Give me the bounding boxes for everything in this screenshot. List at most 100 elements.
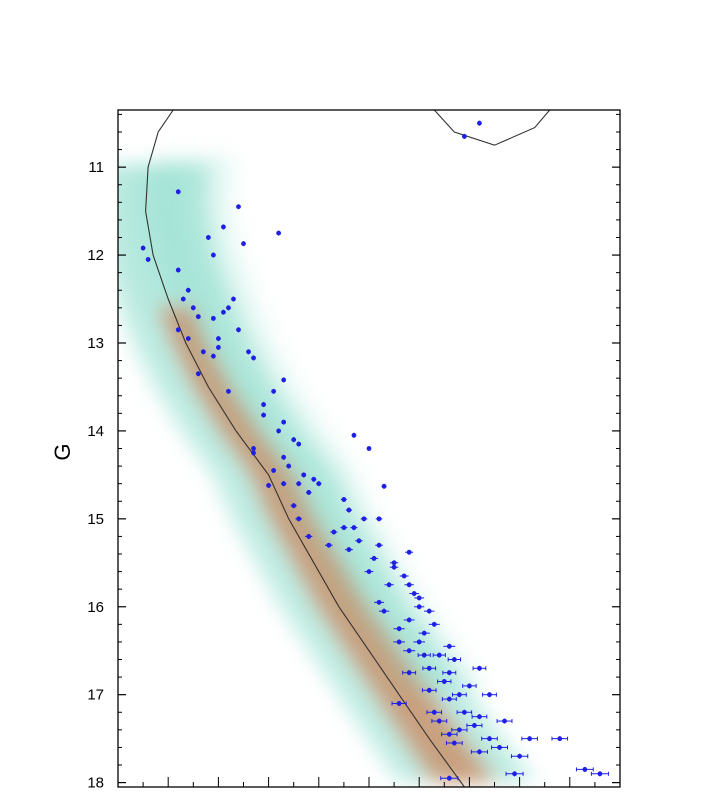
data-point [236, 327, 241, 333]
data-point [195, 314, 201, 320]
density-band [269, 464, 360, 473]
density-band [154, 246, 245, 255]
data-point [185, 336, 191, 342]
data-point [456, 709, 473, 715]
density-band [185, 330, 276, 339]
density-band [394, 675, 485, 684]
data-point [296, 481, 302, 487]
density-band [152, 239, 243, 248]
data-point [360, 516, 368, 522]
density-band [196, 352, 287, 361]
data-point [405, 549, 414, 555]
data-point [461, 133, 467, 139]
data-point [428, 621, 440, 627]
density-band [216, 387, 307, 396]
data-point [251, 355, 256, 361]
data-point [482, 692, 497, 698]
data-point [305, 533, 313, 539]
data-point [190, 305, 196, 311]
data-point [378, 608, 390, 614]
density-band [375, 647, 466, 656]
data-point [340, 496, 347, 502]
data-point [443, 643, 456, 649]
data-point [471, 714, 488, 720]
data-point [351, 432, 357, 438]
data-point [241, 241, 246, 247]
density-band [304, 534, 395, 543]
data-point [403, 648, 416, 654]
data-point [301, 472, 307, 478]
data-point [145, 256, 151, 262]
data-point [226, 305, 231, 311]
density-band [325, 570, 416, 579]
data-point [210, 353, 216, 359]
density-band [148, 155, 239, 164]
density-band [204, 366, 295, 375]
data-point [389, 564, 399, 570]
density-band [166, 281, 257, 290]
data-point [276, 230, 282, 236]
data-point [403, 617, 415, 623]
density-band [346, 605, 437, 614]
data-point [414, 595, 425, 601]
data-point [466, 722, 483, 728]
density-band [238, 422, 329, 431]
data-point [470, 749, 489, 755]
data-point [462, 683, 477, 689]
data-point [281, 454, 287, 460]
y-tick-label: 11 [88, 159, 104, 176]
data-point [355, 538, 363, 544]
data-point [345, 507, 353, 513]
data-point [431, 718, 448, 724]
y-tick-label: 17 [87, 687, 104, 704]
data-point [481, 736, 498, 742]
data-point [281, 377, 287, 383]
data-point [175, 327, 181, 333]
data-point [426, 709, 443, 715]
data-point [271, 467, 277, 473]
data-point [295, 516, 303, 522]
data-point [375, 542, 383, 548]
data-point [451, 692, 467, 698]
data-point [276, 428, 282, 434]
density-band [272, 471, 363, 480]
data-point [424, 608, 435, 614]
data-point [231, 296, 236, 302]
data-point [404, 582, 414, 588]
data-point [221, 224, 226, 230]
data-point [281, 419, 287, 425]
density-band [320, 563, 411, 572]
data-point [175, 267, 181, 273]
density-band [351, 612, 442, 621]
density-band [193, 345, 284, 354]
data-point [441, 731, 458, 737]
density-band [333, 584, 424, 593]
plot-area [118, 110, 620, 787]
data-point [216, 344, 221, 350]
data-point [442, 670, 457, 676]
density-band [341, 598, 432, 607]
data-point [421, 687, 437, 693]
density-band [316, 556, 407, 565]
data-point [366, 446, 372, 451]
density-band [300, 527, 391, 536]
data-point [195, 371, 201, 377]
density-band [370, 640, 461, 649]
data-point [236, 204, 241, 210]
data-point [399, 573, 409, 579]
data-point [369, 555, 379, 561]
density-band [312, 549, 403, 558]
density-band [180, 316, 271, 325]
data-point [441, 696, 457, 702]
density-band [151, 232, 242, 241]
density-band [207, 373, 298, 382]
data-point [344, 547, 353, 553]
density-map [118, 155, 539, 785]
density-band [279, 485, 370, 494]
density-band [360, 626, 451, 635]
density-band [380, 654, 471, 663]
data-point [210, 315, 216, 321]
data-point [210, 252, 216, 258]
density-band [292, 513, 383, 522]
density-band [225, 401, 316, 410]
